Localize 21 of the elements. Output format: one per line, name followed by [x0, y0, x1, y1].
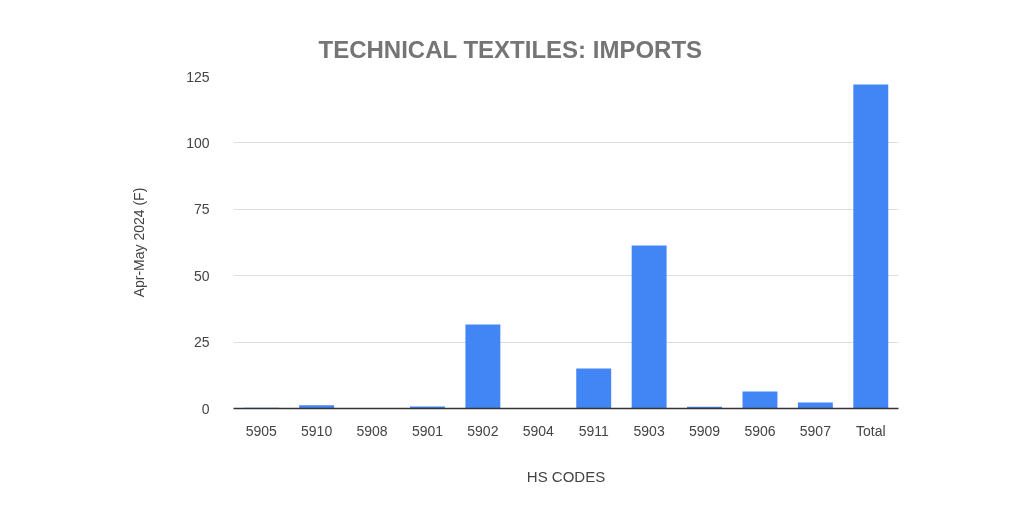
x-tick-label: 5902 — [467, 422, 499, 439]
y-tick-label: 0 — [201, 400, 210, 417]
x-tick-label: 5905 — [245, 422, 277, 439]
y-tick-label: 75 — [193, 201, 210, 218]
y-axis-title: Apr-May 2024 (F) — [131, 187, 148, 298]
x-tick-label: 5906 — [744, 422, 776, 439]
x-tick-label: 5901 — [411, 422, 444, 439]
y-tick-label: 50 — [193, 267, 210, 284]
y-tick-label: 125 — [186, 68, 210, 85]
y-tick-label: 25 — [193, 334, 210, 351]
x-tick-label: 5909 — [688, 422, 721, 439]
x-tick-label: 5904 — [522, 422, 555, 439]
x-tick-label: 5903 — [633, 422, 665, 439]
x-axis-title: HS CODES — [526, 467, 606, 485]
x-tick-label: 5907 — [799, 422, 832, 439]
chart-title: TECHNICAL TEXTILES: IMPORTS — [318, 35, 703, 63]
x-tick-label: Total — [856, 422, 886, 439]
x-tick-label: 5908 — [356, 422, 388, 439]
y-tick-label: 100 — [186, 134, 210, 151]
x-tick-label: 5910 — [301, 422, 333, 439]
x-tick-label: 5911 — [578, 422, 609, 439]
